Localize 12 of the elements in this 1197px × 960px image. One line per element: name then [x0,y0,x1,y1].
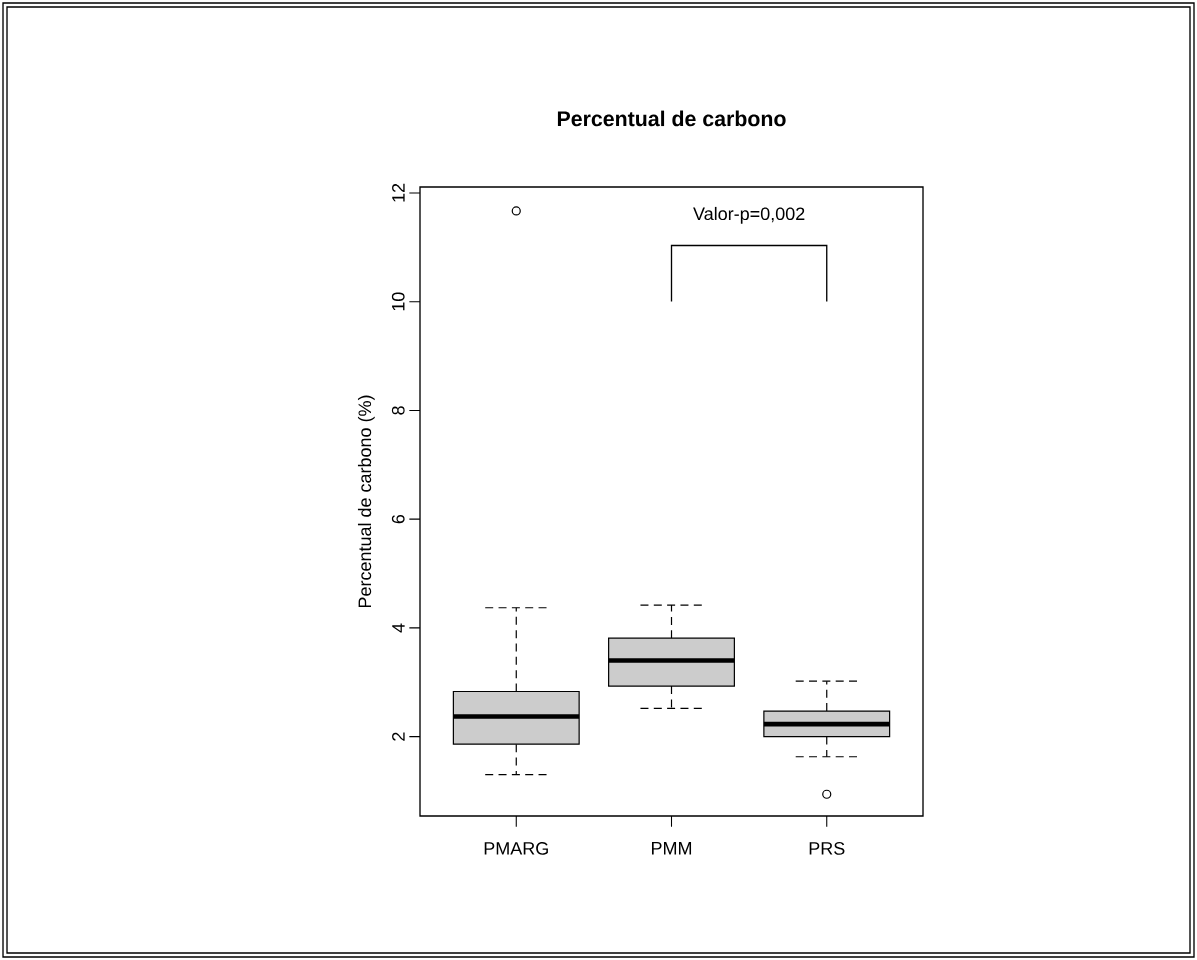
chart-title: Percentual de carbono [557,110,786,127]
y-tick-label: 6 [391,514,405,524]
y-tick-label: 8 [391,406,405,415]
y-tick-label: 4 [392,623,405,633]
y-tick-label: 2 [392,732,405,741]
x-tick-label: PRS [809,842,845,855]
x-tick-label: PMARG [484,842,548,855]
y-tick-label: 10 [391,292,405,311]
annotation: Valor-p=0,002 [693,206,805,224]
y-axis-title: Percentual de carbono (%) [357,395,375,608]
x-tick-label: PMM [651,842,692,855]
y-tick-label: 12 [392,183,405,202]
